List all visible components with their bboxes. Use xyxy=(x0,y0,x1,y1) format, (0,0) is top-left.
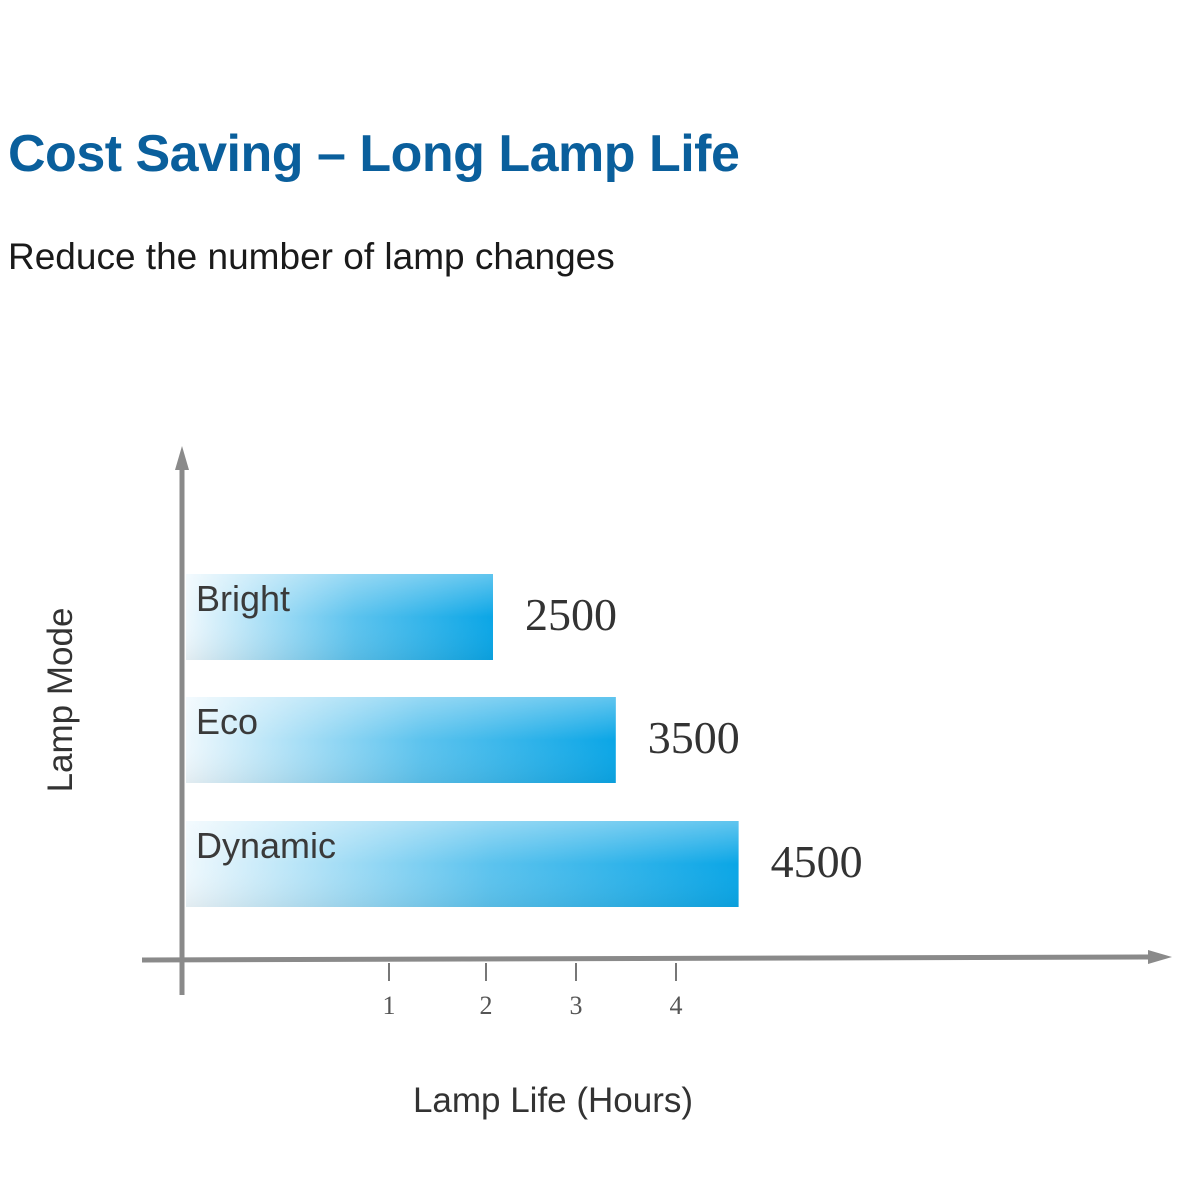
page-title: Cost Saving – Long Lamp Life xyxy=(8,125,740,183)
y-axis-arrow xyxy=(175,446,189,470)
x-axis-line xyxy=(141,954,1156,963)
value-label-bright: 2500 xyxy=(525,589,617,640)
value-label-eco: 3500 xyxy=(648,712,740,763)
bar-shine-dynamic xyxy=(186,821,739,907)
x-axis-title: Lamp Life (Hours) xyxy=(413,1081,693,1120)
x-tick-label-3: 3 xyxy=(570,991,583,1020)
x-tick-label-2: 2 xyxy=(480,991,493,1020)
value-label-dynamic: 4500 xyxy=(771,836,863,887)
page-subtitle: Reduce the number of lamp changes xyxy=(8,236,615,277)
x-tick-label-4: 4 xyxy=(670,991,683,1020)
bar-label-bright: Bright xyxy=(196,578,290,619)
x-axis-arrow xyxy=(1148,950,1172,964)
bar-shine-eco xyxy=(186,697,616,783)
x-tick-label-1: 1 xyxy=(383,991,396,1020)
bar-label-dynamic: Dynamic xyxy=(196,825,336,866)
bar-label-eco: Eco xyxy=(196,701,258,742)
y-axis-title: Lamp Mode xyxy=(41,608,80,793)
bar-shine-bright xyxy=(186,574,493,660)
